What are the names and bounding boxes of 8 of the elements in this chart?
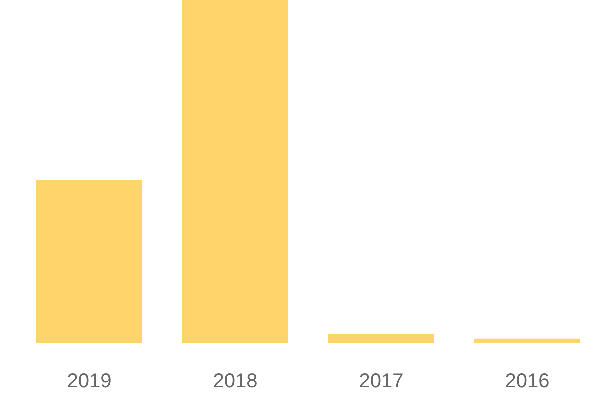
x-tick-label: 2019 [67, 370, 112, 392]
bar [36, 180, 142, 344]
bar [182, 0, 288, 344]
bar [474, 338, 580, 344]
bar [328, 334, 434, 344]
x-tick-label: 2018 [213, 370, 258, 392]
x-tick-label: 2016 [505, 370, 550, 392]
x-tick-label: 2017 [359, 370, 404, 392]
